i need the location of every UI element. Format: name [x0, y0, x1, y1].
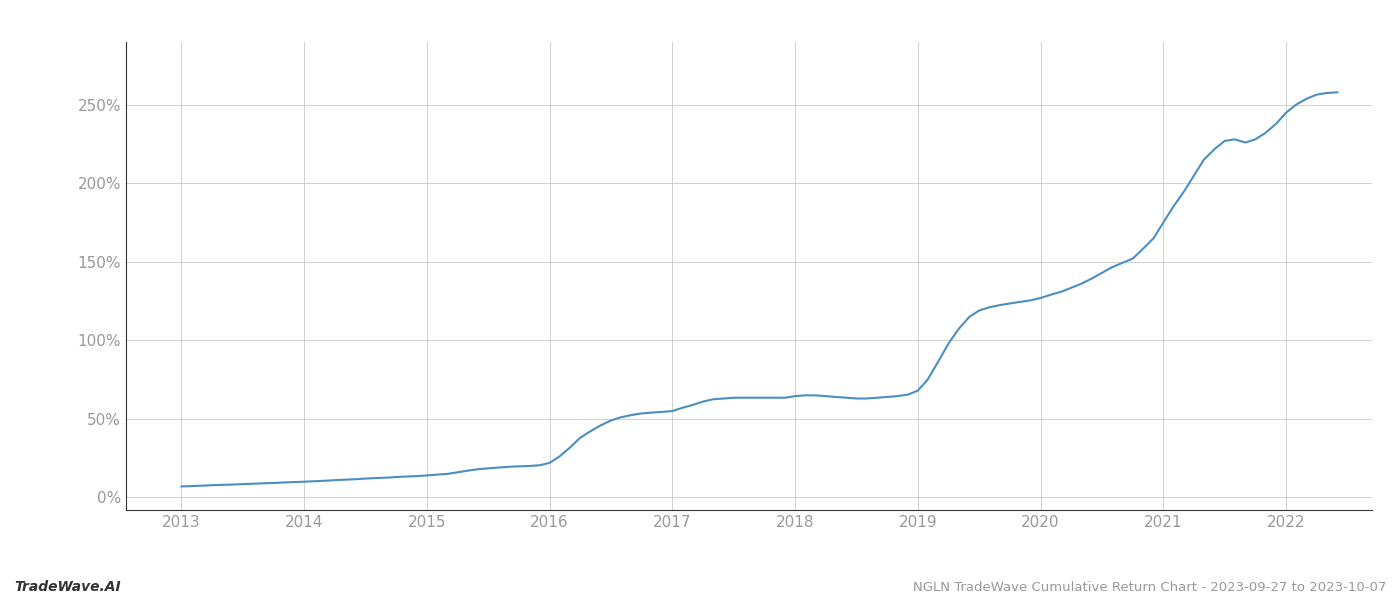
Text: NGLN TradeWave Cumulative Return Chart - 2023-09-27 to 2023-10-07: NGLN TradeWave Cumulative Return Chart -…: [913, 581, 1386, 594]
Text: TradeWave.AI: TradeWave.AI: [14, 580, 120, 594]
